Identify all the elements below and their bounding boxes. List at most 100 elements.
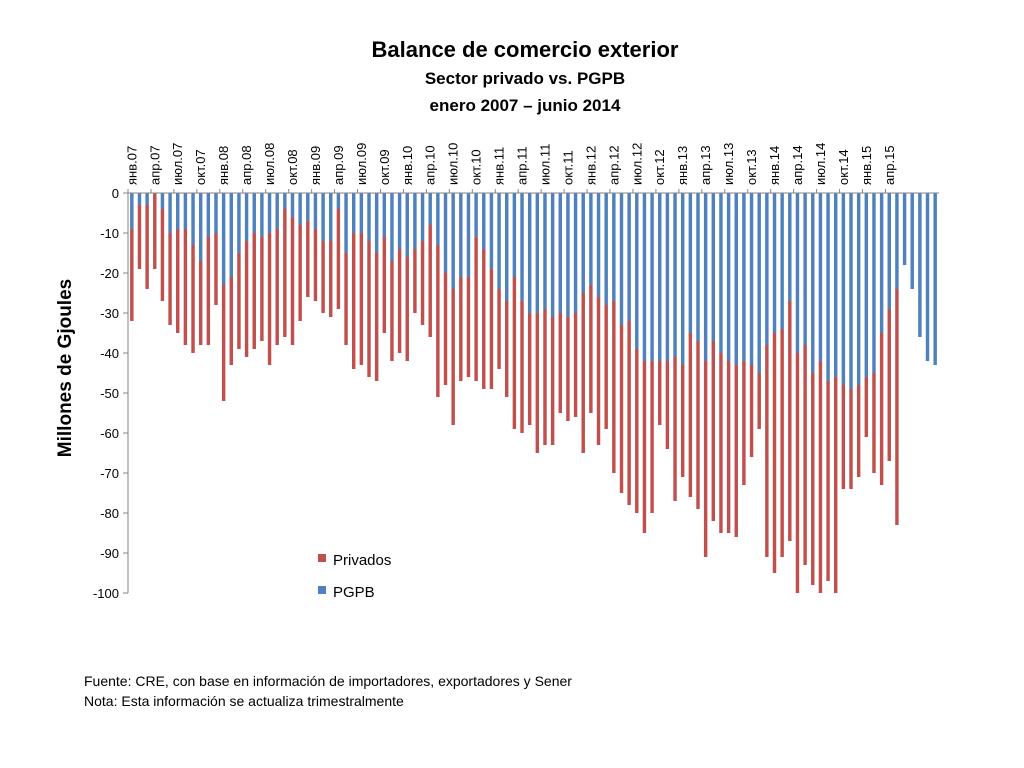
bar-privados — [237, 253, 241, 349]
bar-pgpb — [160, 193, 165, 209]
x-tick-label: янв.14 — [767, 146, 782, 185]
bar-pgpb — [688, 193, 693, 333]
x-tick-label: апр.12 — [606, 145, 621, 185]
bar-privados — [872, 373, 876, 473]
bar-privados — [856, 385, 861, 477]
bar-pgpb — [130, 193, 134, 229]
bar-pgpb — [818, 193, 823, 361]
bar-privados — [397, 249, 402, 353]
bar-pgpb — [313, 193, 318, 229]
bar-privados — [336, 209, 341, 309]
bar-privados — [351, 233, 356, 369]
bar-privados — [130, 229, 134, 321]
bar-pgpb — [367, 193, 371, 241]
x-tick-label: июл.07 — [170, 143, 185, 185]
bar-privados — [206, 237, 211, 345]
bar-privados — [260, 237, 264, 341]
bar-privados — [436, 245, 440, 397]
bar-privados — [229, 277, 234, 365]
bar-pgpb — [612, 193, 616, 301]
x-tick-label: окт.12 — [652, 149, 667, 185]
bar-privados — [864, 377, 869, 437]
bar-pgpb — [390, 193, 394, 261]
bar-pgpb — [566, 193, 570, 317]
bar-pgpb — [734, 193, 738, 365]
bar-privados — [474, 237, 478, 381]
bar-privados — [275, 229, 279, 345]
bar-pgpb — [397, 193, 402, 249]
bar-pgpb — [466, 193, 471, 277]
bar-privados — [795, 353, 800, 593]
bar-pgpb — [619, 193, 624, 325]
bar-privados — [374, 253, 379, 381]
bar-pgpb — [765, 193, 769, 345]
y-tick-label: -70 — [100, 466, 119, 481]
bar-pgpb — [535, 193, 540, 313]
bar-pgpb — [237, 193, 241, 253]
bar-pgpb — [359, 193, 364, 233]
bar-pgpb — [168, 193, 172, 233]
bar-pgpb — [673, 193, 677, 357]
bar-privados — [382, 237, 387, 333]
x-tick-label: июл.10 — [446, 143, 461, 185]
bar-privados — [405, 257, 409, 361]
y-tick-label: -80 — [100, 506, 119, 521]
x-tick-label: апр.07 — [147, 145, 162, 185]
bar-pgpb — [306, 193, 310, 221]
legend-label-privados: Privados — [333, 552, 391, 569]
bar-privados — [742, 361, 746, 485]
bar-privados — [826, 381, 830, 581]
bar-pgpb — [856, 193, 861, 385]
bar-privados — [726, 361, 731, 533]
bar-pgpb — [711, 193, 716, 341]
x-tick-label: апр.08 — [239, 145, 254, 185]
bar-privados — [153, 193, 157, 269]
bar-pgpb — [680, 193, 685, 365]
bar-privados — [428, 225, 432, 337]
legend: Privados PGPB — [318, 552, 391, 601]
bar-privados — [145, 205, 149, 289]
bar-pgpb — [283, 193, 287, 209]
bar-privados — [359, 233, 364, 365]
bar-pgpb — [260, 193, 264, 237]
bar-privados — [482, 249, 486, 389]
bar-pgpb — [206, 193, 211, 237]
bar-privados — [841, 385, 846, 489]
bar-privados — [321, 241, 325, 313]
bar-pgpb — [451, 193, 455, 289]
bar-pgpb — [581, 193, 585, 293]
bar-privados — [313, 229, 318, 301]
bar-privados — [627, 321, 631, 505]
bar-privados — [306, 221, 310, 297]
bar-pgpb — [627, 193, 631, 321]
x-tick-label: апр.11 — [515, 146, 530, 185]
bar-pgpb — [198, 193, 203, 261]
y-tick-label: -10 — [100, 226, 119, 241]
bar-pgpb — [428, 193, 432, 225]
bar-pgpb — [803, 193, 807, 345]
bar-privados — [757, 373, 761, 429]
bar-pgpb — [925, 193, 930, 361]
bar-privados — [887, 309, 891, 461]
bar-pgpb — [879, 193, 884, 333]
bar-pgpb — [321, 193, 325, 241]
chart-title: Balance de comercio exterior — [372, 37, 679, 62]
bar-pgpb — [137, 193, 142, 205]
x-tick-label: окт.11 — [560, 150, 575, 185]
bar-privados — [788, 301, 792, 541]
x-tick-label: янв.15 — [859, 146, 874, 185]
bar-pgpb — [505, 193, 509, 301]
x-axis: янв.07 апр.07 июл.07 окт.07 янв.08 апр.08 июл.… — [124, 143, 897, 193]
bar-privados — [420, 241, 425, 325]
bar-pgpb — [726, 193, 731, 361]
bar-privados — [635, 349, 639, 513]
bar-privados — [527, 313, 532, 425]
bar-pgpb — [749, 193, 754, 365]
bar-pgpb — [290, 193, 295, 217]
bar-privados — [160, 209, 165, 301]
bar-pgpb — [145, 193, 149, 205]
y-tick-label: -20 — [100, 266, 119, 281]
bar-pgpb — [795, 193, 800, 353]
bar-privados — [734, 365, 738, 537]
bar-privados — [566, 317, 570, 421]
